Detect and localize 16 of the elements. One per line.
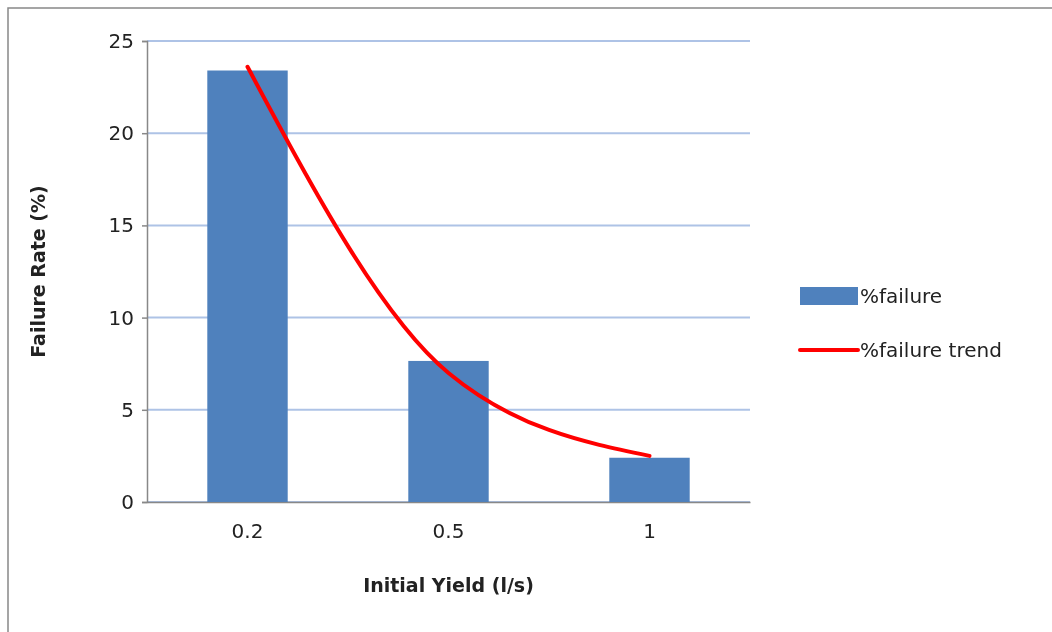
y-tick-label: 15 <box>108 213 134 238</box>
x-tick-label: 0.5 <box>432 519 465 544</box>
bar <box>408 360 489 502</box>
y-tick-label: 20 <box>108 121 134 146</box>
y-tick-label: 0 <box>121 489 134 514</box>
y-axis-title: Failure Rate (%) <box>27 185 49 358</box>
x-tick-label: 1 <box>643 519 656 544</box>
bar <box>609 457 690 502</box>
y-tick-label: 10 <box>108 305 134 330</box>
y-tick-label: 25 <box>108 28 134 53</box>
legend-label: %failure trend <box>860 338 1002 362</box>
x-axis-title: Initial Yield (l/s) <box>363 574 534 596</box>
bar <box>207 70 288 502</box>
legend-label: %failure <box>860 284 943 308</box>
y-tick-label: 5 <box>121 397 134 422</box>
x-tick-label: 0.2 <box>231 519 264 544</box>
